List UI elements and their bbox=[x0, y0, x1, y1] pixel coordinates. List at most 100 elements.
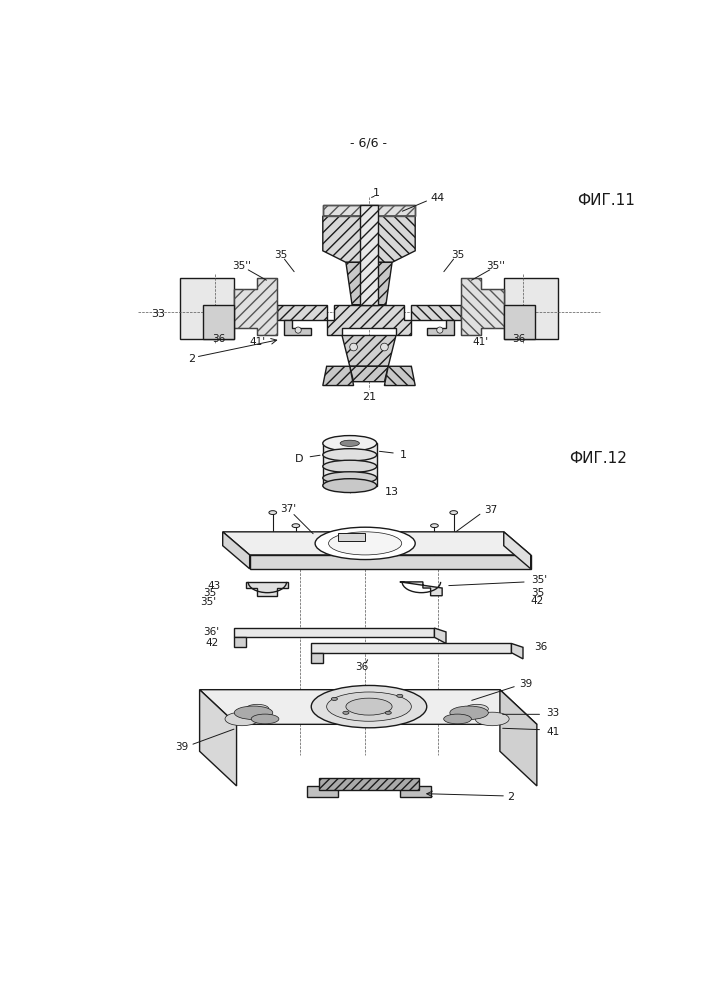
Text: 2: 2 bbox=[508, 792, 515, 802]
Text: 42: 42 bbox=[206, 638, 219, 648]
Ellipse shape bbox=[328, 531, 402, 554]
Polygon shape bbox=[346, 263, 392, 305]
Ellipse shape bbox=[431, 523, 438, 527]
Text: 36: 36 bbox=[355, 661, 368, 671]
Polygon shape bbox=[434, 628, 446, 643]
Ellipse shape bbox=[450, 706, 488, 719]
Ellipse shape bbox=[234, 706, 273, 719]
Polygon shape bbox=[246, 581, 288, 595]
Ellipse shape bbox=[444, 714, 472, 724]
Ellipse shape bbox=[323, 449, 377, 461]
Polygon shape bbox=[400, 786, 431, 797]
Ellipse shape bbox=[323, 461, 377, 473]
Polygon shape bbox=[323, 205, 415, 216]
Text: 37: 37 bbox=[485, 505, 498, 515]
Polygon shape bbox=[180, 278, 234, 340]
Polygon shape bbox=[276, 305, 327, 320]
Polygon shape bbox=[400, 581, 442, 595]
Text: 35'': 35'' bbox=[487, 261, 505, 271]
Text: 35: 35 bbox=[531, 587, 544, 597]
Ellipse shape bbox=[381, 344, 388, 351]
Polygon shape bbox=[427, 320, 454, 336]
Ellipse shape bbox=[323, 479, 377, 493]
Polygon shape bbox=[234, 628, 434, 637]
Ellipse shape bbox=[346, 698, 392, 715]
Text: 1: 1 bbox=[373, 188, 380, 198]
Polygon shape bbox=[500, 689, 537, 786]
Ellipse shape bbox=[323, 472, 377, 485]
Polygon shape bbox=[307, 786, 338, 797]
Polygon shape bbox=[311, 652, 323, 662]
Ellipse shape bbox=[292, 523, 300, 527]
Text: ФИГ.11: ФИГ.11 bbox=[577, 193, 635, 208]
Polygon shape bbox=[222, 531, 531, 554]
Polygon shape bbox=[323, 216, 369, 263]
Bar bbox=[323, 444, 377, 486]
Ellipse shape bbox=[323, 436, 377, 451]
Ellipse shape bbox=[246, 704, 269, 713]
Text: 42: 42 bbox=[531, 596, 544, 606]
Text: 39: 39 bbox=[519, 678, 532, 688]
Polygon shape bbox=[234, 278, 276, 336]
Polygon shape bbox=[350, 367, 388, 382]
Polygon shape bbox=[360, 205, 378, 305]
Polygon shape bbox=[234, 637, 246, 647]
Text: 1: 1 bbox=[400, 450, 407, 460]
Polygon shape bbox=[311, 643, 511, 652]
Ellipse shape bbox=[340, 441, 359, 447]
Text: 41: 41 bbox=[546, 727, 559, 737]
Polygon shape bbox=[504, 305, 534, 340]
Polygon shape bbox=[369, 216, 415, 263]
Polygon shape bbox=[411, 305, 462, 320]
Polygon shape bbox=[338, 533, 365, 541]
Polygon shape bbox=[199, 689, 237, 786]
Ellipse shape bbox=[475, 712, 509, 725]
Text: 35: 35 bbox=[274, 250, 287, 260]
Text: 41': 41' bbox=[472, 337, 489, 347]
Text: 36: 36 bbox=[212, 335, 225, 345]
Text: 2: 2 bbox=[189, 354, 195, 364]
Ellipse shape bbox=[437, 327, 443, 334]
Polygon shape bbox=[284, 320, 311, 336]
Polygon shape bbox=[384, 367, 415, 386]
Polygon shape bbox=[504, 531, 531, 568]
Ellipse shape bbox=[327, 692, 411, 721]
Ellipse shape bbox=[295, 327, 301, 334]
Ellipse shape bbox=[465, 704, 488, 713]
Polygon shape bbox=[199, 689, 537, 724]
Ellipse shape bbox=[343, 711, 349, 714]
Polygon shape bbox=[462, 278, 504, 336]
Text: 35: 35 bbox=[451, 250, 464, 260]
Polygon shape bbox=[222, 531, 250, 568]
Ellipse shape bbox=[315, 527, 415, 559]
Polygon shape bbox=[511, 643, 523, 659]
Ellipse shape bbox=[331, 697, 338, 700]
Text: 33: 33 bbox=[546, 707, 559, 717]
Ellipse shape bbox=[450, 510, 457, 514]
Text: 37': 37' bbox=[280, 503, 296, 513]
Text: 13: 13 bbox=[384, 487, 398, 497]
Polygon shape bbox=[319, 778, 419, 790]
Text: 36: 36 bbox=[534, 642, 548, 652]
Text: 35'': 35'' bbox=[233, 261, 251, 271]
Polygon shape bbox=[250, 554, 531, 568]
Text: 35': 35' bbox=[531, 575, 546, 585]
Text: D: D bbox=[295, 454, 304, 464]
Text: - 6/6 -: - 6/6 - bbox=[351, 137, 387, 150]
Text: 36': 36' bbox=[203, 627, 219, 637]
Text: 43: 43 bbox=[208, 580, 221, 590]
Ellipse shape bbox=[251, 714, 279, 724]
Ellipse shape bbox=[350, 344, 357, 351]
Polygon shape bbox=[323, 367, 354, 386]
Polygon shape bbox=[504, 278, 558, 340]
Text: 33: 33 bbox=[151, 309, 165, 319]
Ellipse shape bbox=[225, 712, 259, 725]
Ellipse shape bbox=[311, 685, 427, 728]
Text: 35: 35 bbox=[203, 588, 217, 598]
Text: 35': 35' bbox=[200, 596, 217, 607]
Text: 21: 21 bbox=[362, 392, 376, 402]
Text: ФИГ.12: ФИГ.12 bbox=[570, 451, 627, 466]
Text: 44: 44 bbox=[431, 194, 445, 204]
Ellipse shape bbox=[397, 694, 403, 697]
Polygon shape bbox=[327, 305, 411, 336]
